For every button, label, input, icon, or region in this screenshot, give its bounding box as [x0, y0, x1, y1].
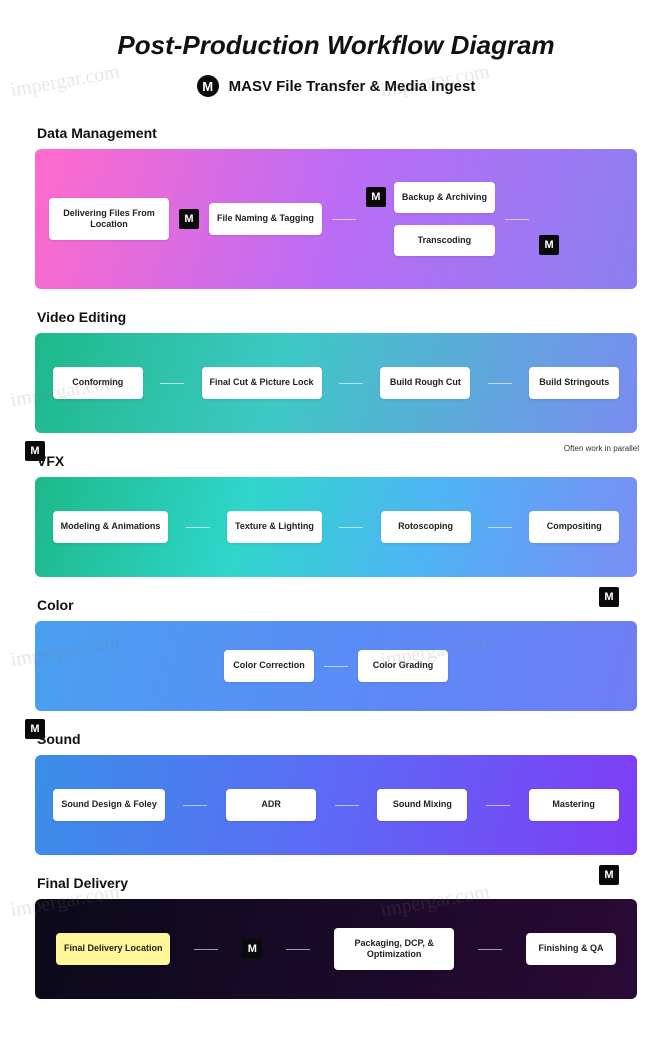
connector	[183, 805, 207, 806]
panel-data-management: Delivering Files From Location M File Na…	[35, 149, 637, 289]
connector	[339, 527, 363, 528]
panel-color: Color Correction Color Grading	[35, 621, 637, 711]
section-title: Data Management	[35, 125, 637, 141]
connector	[286, 949, 310, 950]
box-color-grading: Color Grading	[358, 650, 448, 681]
side-note: Often work in parallel	[564, 444, 639, 453]
box-sound-mixing: Sound Mixing	[377, 789, 467, 820]
box-file-naming: File Naming & Tagging	[209, 203, 322, 234]
masv-icon: M	[366, 187, 386, 207]
box-texture: Texture & Lighting	[227, 511, 322, 542]
connector	[324, 666, 348, 667]
box-rough-cut: Build Rough Cut	[380, 367, 470, 398]
connector	[186, 527, 210, 528]
box-finishing: Finishing & QA	[526, 933, 616, 964]
box-deliver-files: Delivering Files From Location	[49, 198, 169, 241]
section-title: VFX	[35, 453, 637, 469]
section-sound: Sound Sound Design & Foley ADR Sound Mix…	[35, 731, 637, 855]
section-video-editing: Video Editing Conforming Final Cut & Pic…	[35, 309, 637, 433]
section-title: Final Delivery	[35, 875, 637, 891]
section-color: Color M Color Correction Color Grading M	[35, 597, 637, 711]
box-final-cut: Final Cut & Picture Lock	[202, 367, 322, 398]
connector	[194, 949, 218, 950]
box-sound-design: Sound Design & Foley	[53, 789, 165, 820]
box-adr: ADR	[226, 789, 316, 820]
masv-icon: M	[197, 75, 219, 97]
connector	[478, 949, 502, 950]
connector	[486, 805, 510, 806]
connector	[505, 219, 529, 220]
box-rotoscoping: Rotoscoping	[381, 511, 471, 542]
box-stringouts: Build Stringouts	[529, 367, 619, 398]
box-final-location: Final Delivery Location	[56, 933, 171, 964]
connector	[335, 805, 359, 806]
box-backup: Backup & Archiving	[394, 182, 495, 213]
box-color-correction: Color Correction	[224, 650, 314, 681]
section-title: Sound	[35, 731, 637, 747]
section-title: Video Editing	[35, 309, 637, 325]
masv-icon: M	[539, 235, 559, 255]
masv-icon: M	[242, 939, 262, 959]
connector	[160, 383, 184, 384]
masv-icon: M	[179, 209, 199, 229]
box-compositing: Compositing	[529, 511, 619, 542]
panel-video-editing: Conforming Final Cut & Picture Lock Buil…	[35, 333, 637, 433]
section-data-management: Data Management Delivering Files From Lo…	[35, 125, 637, 289]
box-conforming: Conforming	[53, 367, 143, 398]
page-title: Post-Production Workflow Diagram	[35, 30, 637, 61]
box-modeling: Modeling & Animations	[53, 511, 169, 542]
connector	[332, 219, 356, 220]
box-packaging: Packaging, DCP, & Optimization	[334, 928, 454, 971]
box-transcoding: Transcoding	[394, 225, 495, 256]
panel-vfx: Modeling & Animations Texture & Lighting…	[35, 477, 637, 577]
section-final-delivery: Final Delivery M Final Delivery Location…	[35, 875, 637, 999]
panel-sound: Sound Design & Foley ADR Sound Mixing Ma…	[35, 755, 637, 855]
panel-final-delivery: Final Delivery Location M Packaging, DCP…	[35, 899, 637, 999]
box-mastering: Mastering	[529, 789, 619, 820]
masv-icon: M	[599, 865, 619, 885]
connector	[339, 383, 363, 384]
masv-icon: M	[599, 587, 619, 607]
subtitle-row: M MASV File Transfer & Media Ingest	[35, 75, 637, 97]
connector	[488, 383, 512, 384]
subtitle: MASV File Transfer & Media Ingest	[229, 78, 476, 95]
section-title: Color	[35, 597, 637, 613]
section-vfx: VFX Modeling & Animations Texture & Ligh…	[35, 453, 637, 577]
connector	[488, 527, 512, 528]
